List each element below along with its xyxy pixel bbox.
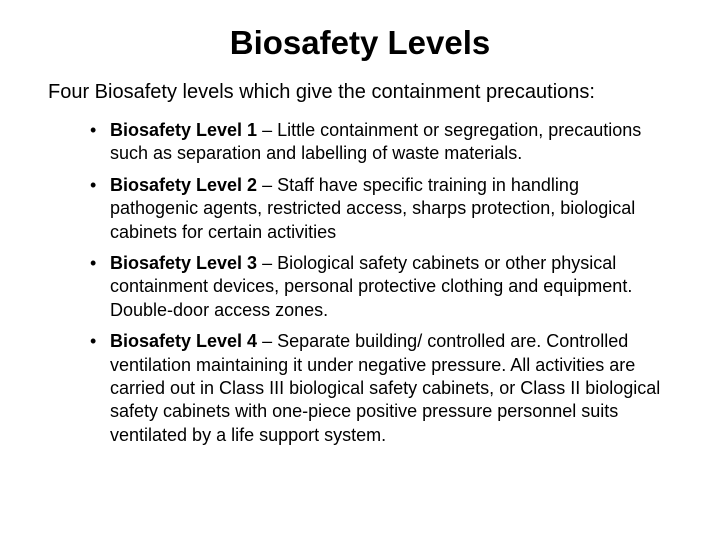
list-item: Biosafety Level 2 – Staff have specific … — [90, 174, 672, 244]
bullet-list: Biosafety Level 1 – Little containment o… — [48, 119, 672, 447]
list-item: Biosafety Level 1 – Little containment o… — [90, 119, 672, 166]
list-item: Biosafety Level 3 – Biological safety ca… — [90, 252, 672, 322]
level-label: Biosafety Level 1 — [110, 120, 257, 140]
slide: Biosafety Levels Four Biosafety levels w… — [0, 0, 720, 540]
list-item: Biosafety Level 4 – Separate building/ c… — [90, 330, 672, 447]
intro-text: Four Biosafety levels which give the con… — [48, 80, 672, 105]
level-label: Biosafety Level 3 — [110, 253, 257, 273]
slide-title: Biosafety Levels — [48, 24, 672, 62]
level-label: Biosafety Level 4 — [110, 331, 257, 351]
level-label: Biosafety Level 2 — [110, 175, 257, 195]
